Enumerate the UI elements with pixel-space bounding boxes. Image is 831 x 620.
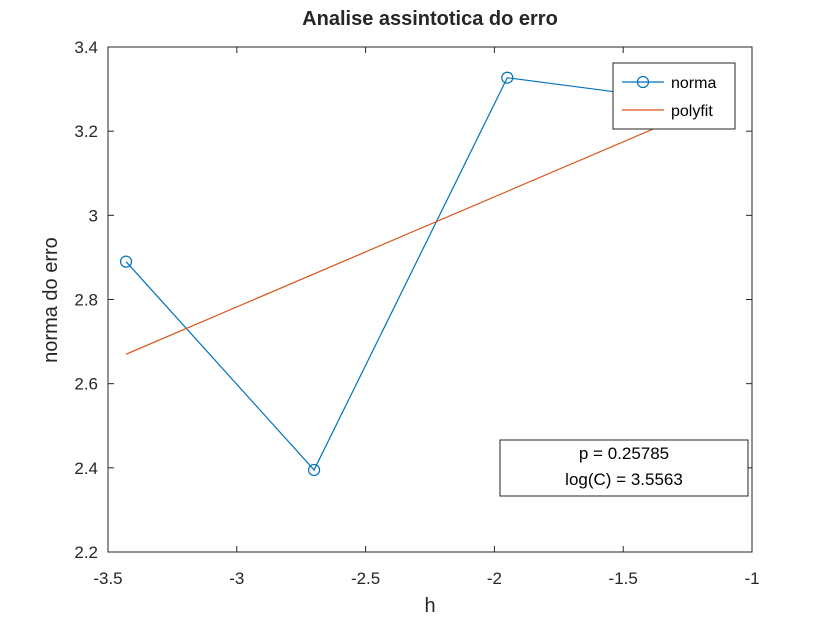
- legend: norma polyfit: [612, 62, 736, 130]
- x-tick-label: -1: [744, 569, 759, 588]
- y-tick-label: 3.4: [74, 38, 98, 57]
- x-tick-label: -3: [229, 569, 244, 588]
- chart-title: Analise assintotica do erro: [302, 8, 558, 30]
- y-tick-label: 3: [89, 206, 98, 225]
- x-tick-label: -3.5: [93, 569, 122, 588]
- annotation-line: p = 0.25785: [579, 444, 669, 463]
- x-tick-label: -1.5: [609, 569, 638, 588]
- y-axis-ticks: 2.2 2.4 2.6 2.8 3 3.2 3.4: [74, 38, 752, 562]
- y-tick-label: 3.2: [74, 122, 98, 141]
- x-axis-ticks: -3.5 -3 -2.5 -2 -1.5 -1: [93, 47, 760, 588]
- x-axis-label: h: [424, 595, 435, 617]
- y-axis-label: norma do erro: [40, 237, 62, 363]
- annotation-frame: [499, 439, 749, 497]
- y-tick-label: 2.2: [74, 543, 98, 562]
- legend-marker-norma: [636, 75, 650, 89]
- data-point-norma: [307, 463, 321, 477]
- legend-label-polyfit: polyfit: [671, 103, 713, 120]
- data-point-norma: [119, 255, 133, 268]
- x-tick-label: -2.5: [351, 569, 380, 588]
- annotation-box: p = 0.25785 log(C) = 3.5563: [499, 439, 749, 497]
- legend-label-norma: norma: [671, 75, 716, 92]
- legend-box: [612, 62, 736, 130]
- series-line-polyfit: [125, 119, 675, 355]
- annotation-line: log(C) = 3.5563: [565, 470, 683, 489]
- x-tick-label: -2: [487, 569, 502, 588]
- y-tick-label: 2.4: [74, 459, 98, 478]
- series-line-norma: [125, 77, 675, 471]
- data-point-norma: [501, 71, 514, 84]
- y-tick-label: 2.6: [74, 375, 98, 394]
- y-tick-label: 2.8: [74, 291, 98, 310]
